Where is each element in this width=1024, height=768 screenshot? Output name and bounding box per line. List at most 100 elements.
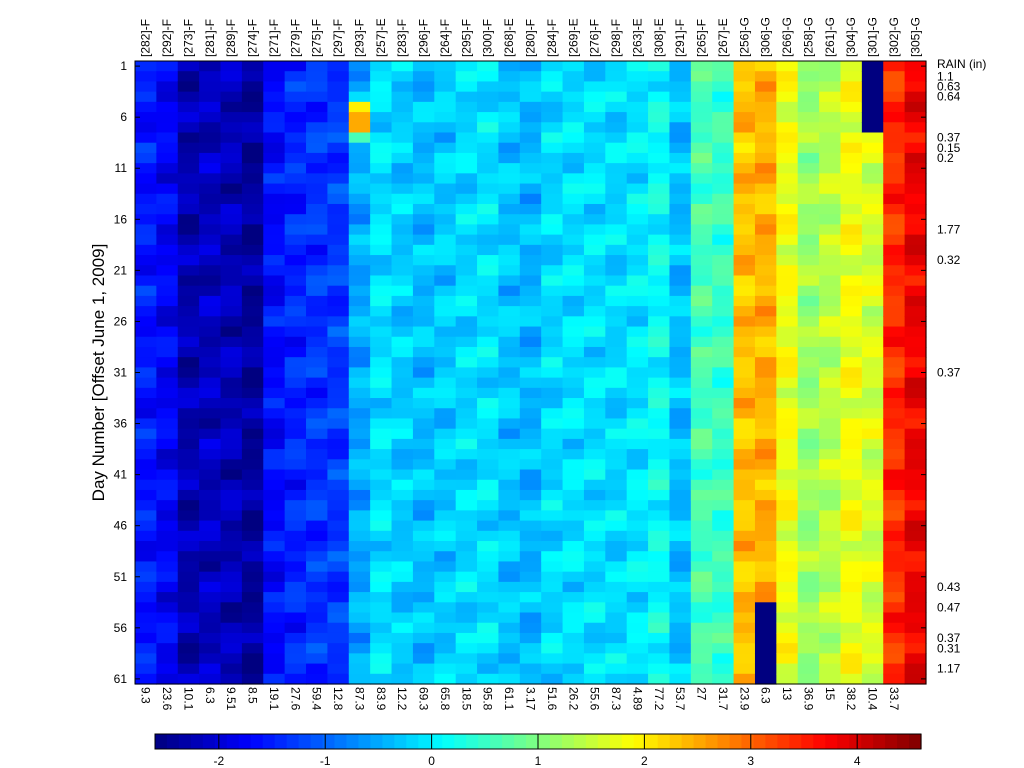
heatmap-cell	[583, 346, 606, 358]
colorbar-segment	[909, 734, 922, 749]
heatmap-cell	[562, 112, 585, 123]
heatmap-cell	[370, 581, 393, 593]
top-column-label: [267]-E	[716, 18, 730, 57]
heatmap-cell	[498, 255, 521, 266]
heatmap-cell	[327, 203, 350, 215]
heatmap-cell	[648, 428, 671, 440]
heatmap-cell	[284, 428, 307, 440]
heatmap-cell	[883, 122, 906, 134]
colorbar-segment	[789, 734, 802, 749]
heatmap-cell	[263, 632, 286, 644]
heatmap-cell	[135, 673, 157, 685]
heatmap-cell	[776, 101, 799, 113]
heatmap-cell	[263, 500, 286, 511]
heatmap-cell	[733, 346, 756, 358]
heatmap-cell	[733, 142, 756, 154]
heatmap-cell	[156, 142, 179, 154]
heatmap-cell	[626, 71, 649, 83]
heatmap-cell	[626, 571, 649, 583]
heatmap-cell	[562, 632, 585, 644]
heatmap-cell	[669, 265, 692, 277]
heatmap-cell	[177, 653, 200, 665]
bottom-column-label: 18.5	[459, 687, 473, 711]
heatmap-cell	[391, 132, 414, 144]
top-column-label: [264]-F	[438, 19, 452, 57]
heatmap-cell	[754, 295, 777, 307]
heatmap-cell	[284, 326, 307, 338]
heatmap-cell	[605, 449, 628, 460]
heatmap-cell	[391, 244, 414, 256]
heatmap-cell	[327, 255, 350, 266]
heatmap-cell	[455, 142, 478, 154]
heatmap-cell	[819, 91, 842, 103]
heatmap-cell	[712, 101, 735, 113]
heatmap-cell	[477, 295, 500, 307]
heatmap-cell	[840, 479, 863, 491]
heatmap-cell	[754, 387, 777, 399]
heatmap-cell	[669, 193, 692, 205]
heatmap-cell	[797, 632, 820, 644]
heatmap-cell	[712, 500, 735, 511]
heatmap-cell	[391, 61, 414, 72]
heatmap-cell	[648, 449, 671, 460]
heatmap-cell	[797, 285, 820, 297]
heatmap-cell	[819, 643, 842, 654]
heatmap-cell	[327, 265, 350, 277]
heatmap-cell	[840, 489, 863, 501]
heatmap-cell	[220, 81, 243, 93]
heatmap-cell	[306, 418, 329, 430]
heatmap-cell	[306, 387, 329, 399]
heatmap-cell	[412, 214, 435, 226]
heatmap-cell	[306, 520, 329, 532]
heatmap-cell	[199, 316, 222, 328]
heatmap-cell	[583, 173, 606, 185]
heatmap-cell	[199, 510, 222, 522]
heatmap-cell	[156, 489, 179, 501]
heatmap-cell	[541, 438, 564, 450]
heatmap-cell	[733, 101, 756, 113]
heatmap-cell	[199, 255, 222, 266]
heatmap-cell	[220, 357, 243, 368]
heatmap-cell	[883, 571, 906, 583]
heatmap-cell	[177, 387, 200, 399]
heatmap-cell	[306, 367, 329, 379]
heatmap-cell	[583, 203, 606, 215]
heatmap-cell	[840, 500, 863, 511]
heatmap-cell	[498, 183, 521, 195]
heatmap-cell	[648, 377, 671, 389]
heatmap-cell	[455, 285, 478, 297]
heatmap-cell	[220, 326, 243, 338]
heatmap-cell	[883, 275, 906, 287]
heatmap-cell	[135, 398, 157, 409]
heatmap-cell	[519, 367, 542, 379]
heatmap-cell	[583, 398, 606, 409]
heatmap-cell	[327, 377, 350, 389]
rain-label: 1.17	[937, 662, 961, 676]
bottom-column-label: 69.3	[417, 687, 431, 711]
heatmap-cell	[797, 449, 820, 460]
heatmap-cell	[135, 112, 157, 123]
top-column-label: [297]-F	[331, 19, 345, 57]
heatmap-cell	[562, 122, 585, 134]
colorbar-segment	[693, 734, 707, 749]
heatmap-cell	[690, 234, 713, 246]
heatmap-cell	[776, 479, 799, 491]
heatmap-cell	[370, 643, 393, 654]
heatmap-cell	[434, 316, 457, 328]
heatmap-cell	[477, 673, 500, 685]
heatmap-cell	[220, 142, 243, 154]
heatmap-cell	[904, 285, 927, 297]
heatmap-cell	[776, 643, 799, 654]
heatmap-cell	[583, 306, 606, 317]
heatmap-cell	[434, 285, 457, 297]
heatmap-cell	[840, 163, 863, 174]
heatmap-cell	[819, 500, 842, 511]
heatmap-cell	[284, 255, 307, 266]
heatmap-cell	[434, 438, 457, 450]
heatmap-cell	[263, 122, 286, 134]
heatmap-cell	[883, 459, 906, 471]
heatmap-cell	[776, 91, 799, 103]
bottom-column-label: 6.3	[759, 687, 773, 704]
heatmap-cell	[284, 132, 307, 144]
heatmap-cell	[562, 581, 585, 593]
